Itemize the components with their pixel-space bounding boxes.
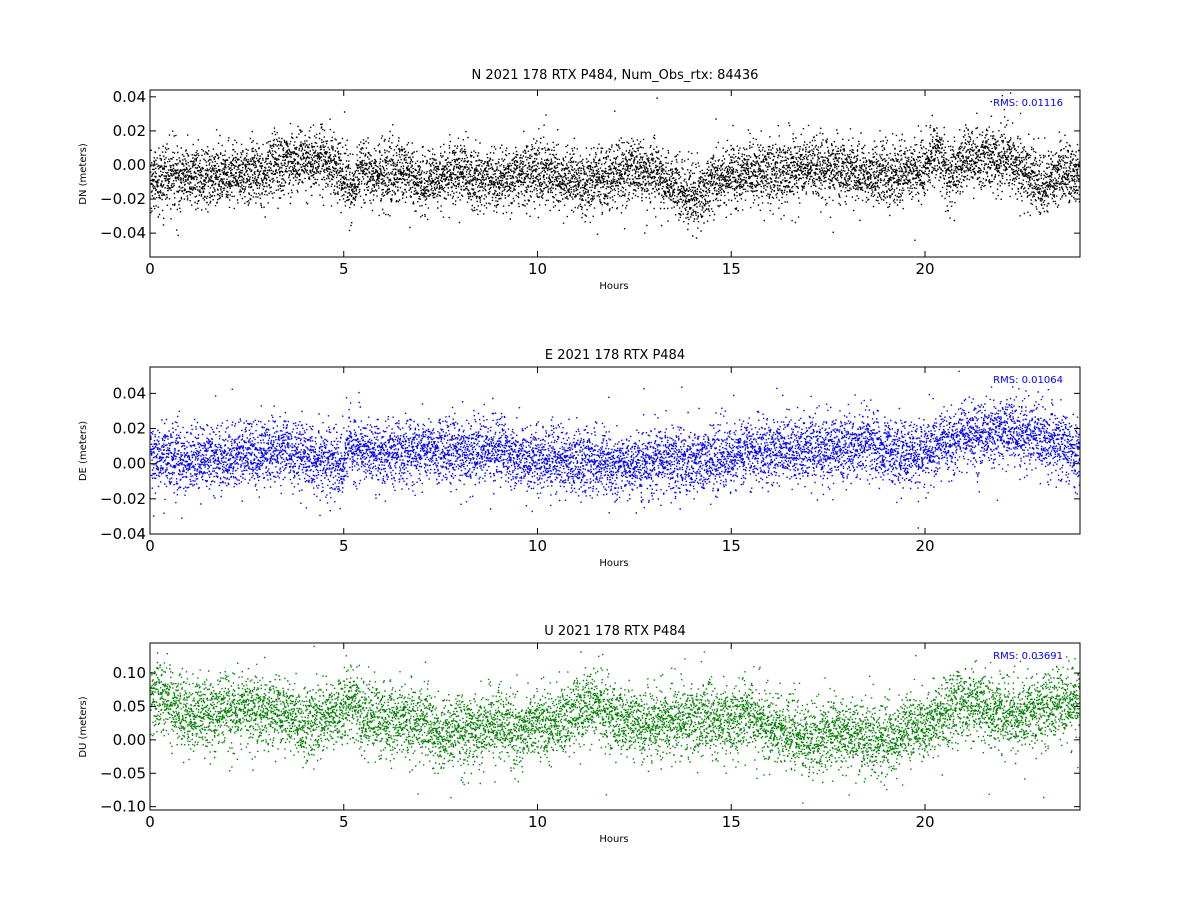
ticks-group: 0 5 10 15 20 −0.10 −0.05 0.00 0.05 0.10 (100, 643, 1080, 831)
rms-annotation: RMS: 0.03691 (993, 651, 1063, 662)
y-axis-label: DN (meters) (78, 143, 89, 205)
y-tick-label: 0.00 (113, 455, 146, 473)
y-tick-label: −0.10 (100, 798, 146, 816)
plot-frame (149, 89, 1081, 258)
scatter-points (150, 370, 1080, 529)
x-tick-label: 5 (339, 813, 349, 831)
y-tick-label: 0.00 (113, 156, 146, 174)
x-axis-label: Hours (599, 834, 628, 845)
chart-title: N 2021 178 RTX P484, Num_Obs_rtx: 84436 (472, 68, 759, 83)
x-axis-label: Hours (599, 281, 628, 292)
points-group (150, 90, 1080, 241)
plot-frame (149, 642, 1081, 811)
x-tick-label: 5 (339, 537, 349, 555)
x-tick-label: 20 (915, 537, 934, 555)
points-group (150, 370, 1080, 529)
x-tick-label: 10 (528, 260, 547, 278)
y-tick-label: −0.04 (100, 525, 146, 543)
ticks-group: 0 5 10 15 20 −0.04 −0.02 0.00 0.02 0.04 (100, 88, 1080, 278)
y-tick-label: 0.02 (113, 122, 146, 140)
y-tick-label: −0.05 (100, 764, 146, 782)
chart-title: U 2021 178 RTX P484 (544, 624, 686, 639)
panel-east: E 2021 178 RTX P484 0 5 10 15 20 −0.04 −0.02 0.… (78, 348, 1081, 569)
y-tick-label: 0.02 (113, 420, 146, 438)
y-tick-label: −0.04 (100, 224, 146, 242)
panel-north: N 2021 178 RTX P484, Num_Obs_rtx: 84436 … (78, 68, 1081, 292)
y-tick-label: 0.04 (113, 384, 146, 402)
y-axis-label: DE (meters) (78, 421, 89, 481)
scatter-points (150, 90, 1080, 241)
y-tick-label: 0.00 (113, 731, 146, 749)
y-tick-label: −0.02 (100, 190, 146, 208)
x-tick-label: 15 (722, 260, 741, 278)
y-tick-label: 0.10 (113, 664, 146, 682)
x-tick-label: 15 (722, 813, 741, 831)
y-tick-label: 0.04 (113, 88, 146, 106)
rms-annotation: RMS: 0.01064 (993, 375, 1063, 386)
y-axis-label: DU (meters) (78, 696, 89, 757)
plot-frame (149, 366, 1081, 535)
panel-up: U 2021 178 RTX P484 0 5 10 15 20 −0.10 −0.05 0.… (78, 624, 1081, 845)
rms-annotation: RMS: 0.01116 (993, 98, 1063, 109)
x-tick-label: 5 (339, 260, 349, 278)
x-tick-label: 0 (145, 260, 155, 278)
x-tick-label: 0 (145, 813, 155, 831)
ticks-group: 0 5 10 15 20 −0.04 −0.02 0.00 0.02 0.04 (100, 367, 1080, 555)
y-tick-label: 0.05 (113, 697, 146, 715)
x-tick-label: 20 (915, 813, 934, 831)
chart-title: E 2021 178 RTX P484 (545, 348, 685, 363)
x-tick-label: 10 (528, 537, 547, 555)
x-tick-label: 0 (145, 537, 155, 555)
x-tick-label: 20 (915, 260, 934, 278)
x-tick-label: 10 (528, 813, 547, 831)
x-tick-label: 15 (722, 537, 741, 555)
y-tick-label: −0.02 (100, 490, 146, 508)
x-axis-label: Hours (599, 558, 628, 569)
